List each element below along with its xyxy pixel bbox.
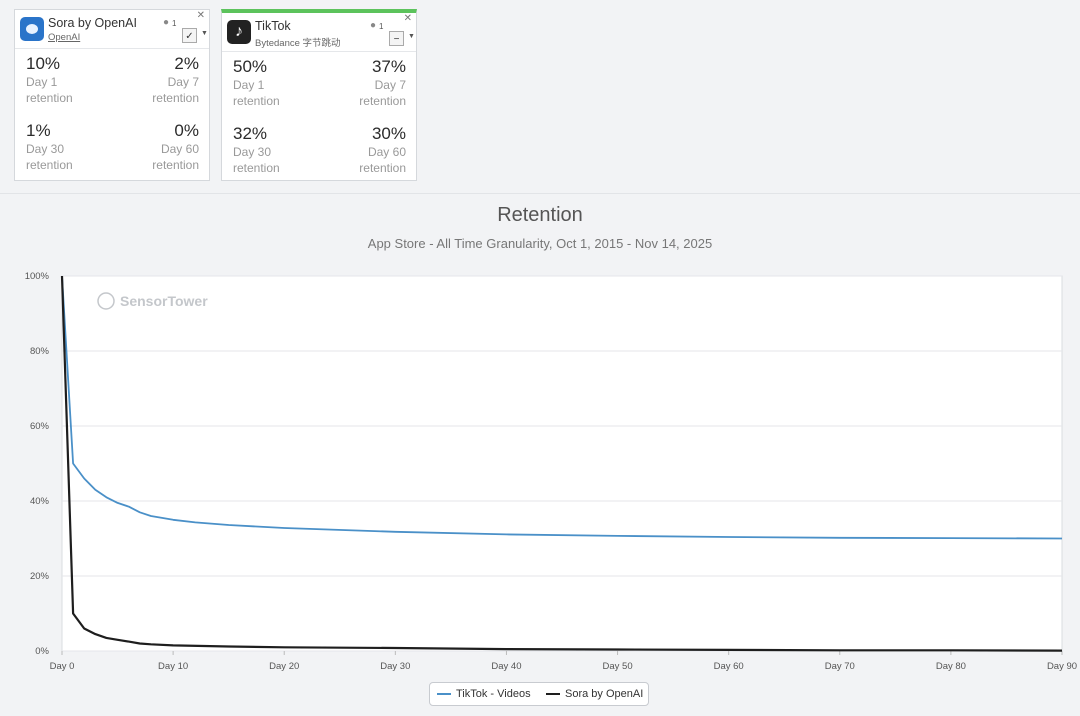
metric-label: retention bbox=[152, 91, 199, 105]
watermark: SensorTower bbox=[120, 293, 208, 309]
y-tick-label: 0% bbox=[35, 646, 49, 657]
app-card-tiktok[interactable]: ♪ TikTok Bytedance 字节跳动 ● 1 ✕ − ▼ 50% Da… bbox=[221, 9, 417, 181]
y-tick-label: 60% bbox=[30, 421, 50, 432]
y-tick-label: 20% bbox=[30, 571, 50, 582]
series-line-tiktok bbox=[61, 275, 1063, 540]
app-publisher-link[interactable]: OpenAI bbox=[48, 32, 81, 43]
y-tick-label: 100% bbox=[25, 271, 50, 282]
metric-value: 0% bbox=[174, 121, 199, 140]
metric-value: 50% bbox=[233, 57, 268, 76]
chart-legend: TikTok - Videos Sora by OpenAI bbox=[429, 682, 649, 706]
app-publisher[interactable]: Bytedance 字节跳动 bbox=[255, 38, 341, 49]
y-tick-label: 40% bbox=[30, 496, 50, 507]
metric-label: retention bbox=[26, 91, 73, 105]
x-tick-label: Day 70 bbox=[825, 661, 855, 672]
sora-app-icon bbox=[20, 17, 44, 41]
chevron-down-icon[interactable]: ▼ bbox=[408, 33, 415, 40]
apple-icon: ● bbox=[370, 20, 377, 31]
legend-label: TikTok - Videos bbox=[456, 688, 531, 700]
retention-chart: 0% 20% 40% 60% 80% 100% Day 0 Day 10 Day 20 Day 3… bbox=[25, 271, 1077, 672]
metric-day7: 37% Day 7 retention bbox=[321, 57, 406, 109]
sensortower-logo-icon bbox=[97, 292, 115, 310]
metric-day1: 10% Day 1 retention bbox=[26, 54, 111, 106]
metric-day1: 50% Day 1 retention bbox=[233, 57, 318, 109]
app-name[interactable]: TikTok bbox=[255, 19, 291, 33]
x-tick-label: Day 40 bbox=[491, 661, 521, 672]
metric-day: Day 7 bbox=[374, 78, 406, 92]
metric-day: Day 1 bbox=[26, 75, 58, 89]
metric-value: 30% bbox=[371, 124, 406, 143]
metric-day: Day 30 bbox=[233, 145, 272, 159]
metric-label: retention bbox=[26, 158, 73, 172]
card-header: ♪ TikTok Bytedance 字节跳动 ● 1 ✕ − ▼ bbox=[222, 13, 416, 52]
chevron-down-icon[interactable]: ▼ bbox=[201, 30, 208, 37]
selection-checkbox[interactable]: − bbox=[389, 31, 404, 46]
x-tick-label: Day 80 bbox=[936, 661, 966, 672]
app-comparison-area: Sora by OpenAI OpenAI ● 1 ✕ ✓ ▼ 10% Day … bbox=[0, 0, 1080, 194]
metric-day: Day 7 bbox=[167, 75, 199, 89]
metric-label: retention bbox=[233, 94, 280, 108]
chart-subtitle: App Store - All Time Granularity, Oct 1,… bbox=[367, 236, 713, 251]
metric-value: 2% bbox=[174, 54, 199, 73]
plot-area bbox=[61, 275, 1063, 652]
metric-day7: 2% Day 7 retention bbox=[114, 54, 199, 106]
chart-title: Retention bbox=[497, 204, 583, 226]
series-line-sora bbox=[60, 275, 1063, 652]
legend-item-sora[interactable]: Sora by OpenAI bbox=[546, 688, 643, 700]
close-icon[interactable]: ✕ bbox=[196, 10, 205, 21]
legend-swatch bbox=[437, 693, 451, 696]
metric-day: Day 60 bbox=[367, 145, 406, 159]
rank-number: 1 bbox=[379, 22, 384, 31]
metric-day60: 30% Day 60 retention bbox=[321, 124, 406, 176]
legend-label: Sora by OpenAI bbox=[565, 688, 644, 700]
metric-day60: 0% Day 60 retention bbox=[114, 121, 199, 173]
x-tick-label: Day 60 bbox=[714, 661, 744, 672]
metric-day: Day 30 bbox=[26, 142, 65, 156]
app-name[interactable]: Sora by OpenAI bbox=[48, 16, 137, 30]
metric-value: 10% bbox=[26, 54, 61, 73]
y-tick-label: 80% bbox=[30, 346, 50, 357]
metric-day: Day 1 bbox=[233, 78, 265, 92]
app-card-sora[interactable]: Sora by OpenAI OpenAI ● 1 ✕ ✓ ▼ 10% Day … bbox=[14, 9, 210, 181]
apple-icon: ● bbox=[163, 17, 170, 28]
metric-day: Day 60 bbox=[160, 142, 199, 156]
x-tick-label: Day 0 bbox=[50, 661, 75, 672]
metric-day30: 32% Day 30 retention bbox=[233, 124, 318, 176]
x-tick-label: Day 10 bbox=[158, 661, 188, 672]
close-icon[interactable]: ✕ bbox=[403, 13, 412, 24]
x-tick-label: Day 30 bbox=[380, 661, 410, 672]
metric-day30: 1% Day 30 retention bbox=[26, 121, 111, 173]
metric-label: retention bbox=[233, 161, 280, 175]
rank-number: 1 bbox=[172, 19, 177, 28]
x-tick-label: Day 90 bbox=[1047, 661, 1077, 672]
x-tick-label: Day 20 bbox=[269, 661, 299, 672]
x-tick-label: Day 50 bbox=[603, 661, 633, 672]
metric-label: retention bbox=[359, 94, 406, 108]
metric-value: 37% bbox=[371, 57, 406, 76]
legend-swatch bbox=[546, 693, 560, 696]
selection-checkbox[interactable]: ✓ bbox=[182, 28, 197, 43]
metric-label: retention bbox=[152, 158, 199, 172]
tiktok-app-icon: ♪ bbox=[227, 20, 251, 44]
metric-value: 32% bbox=[233, 124, 268, 143]
card-header: Sora by OpenAI OpenAI ● 1 ✕ ✓ ▼ bbox=[15, 10, 209, 49]
metric-value: 1% bbox=[26, 121, 51, 140]
metric-label: retention bbox=[359, 161, 406, 175]
legend-item-tiktok[interactable]: TikTok - Videos bbox=[437, 688, 531, 700]
